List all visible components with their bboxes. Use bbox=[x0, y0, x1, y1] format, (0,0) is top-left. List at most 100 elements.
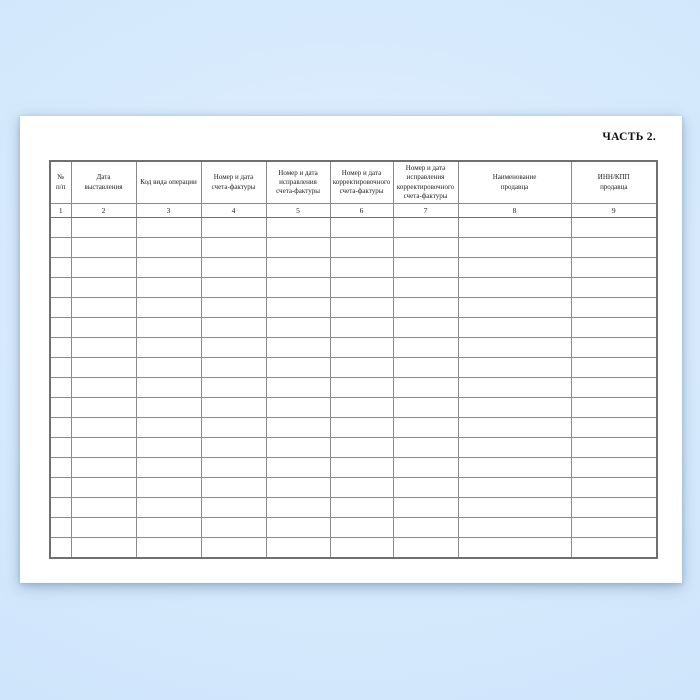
table-cell-empty bbox=[265, 377, 331, 398]
table-cell-empty bbox=[200, 397, 267, 418]
table-cell-empty bbox=[135, 297, 202, 318]
table-cell-empty bbox=[135, 497, 202, 518]
page-title: ЧАСТЬ 2. bbox=[602, 131, 656, 143]
table-cell-empty bbox=[329, 277, 394, 298]
table-cell-empty bbox=[49, 297, 72, 318]
table-row bbox=[49, 437, 658, 458]
table-cell-empty bbox=[135, 457, 202, 478]
table-cell-empty bbox=[329, 397, 394, 418]
table-cell-empty bbox=[265, 357, 331, 378]
table-cell-empty bbox=[200, 297, 267, 318]
table-cell-empty bbox=[70, 417, 137, 438]
table-cell-empty bbox=[265, 457, 331, 478]
column-header-adjustment-invoice: Номер и дата корректировочного счета-фак… bbox=[329, 160, 394, 204]
table-row bbox=[49, 517, 658, 538]
table-cell-empty bbox=[49, 217, 72, 238]
table-cell-empty bbox=[135, 477, 202, 498]
table-cell-empty bbox=[329, 337, 394, 358]
table-cell-empty bbox=[70, 257, 137, 278]
table-cell-empty bbox=[457, 417, 572, 438]
table-cell-empty bbox=[570, 297, 658, 318]
table-cell-empty bbox=[570, 317, 658, 338]
column-number: 5 bbox=[265, 203, 331, 218]
table-cell-empty bbox=[135, 397, 202, 418]
table-cell-empty bbox=[457, 477, 572, 498]
table-row bbox=[49, 257, 658, 278]
table-row bbox=[49, 317, 658, 338]
table-cell-empty bbox=[70, 297, 137, 318]
table-cell-empty bbox=[265, 497, 331, 518]
table-cell-empty bbox=[200, 417, 267, 438]
table-cell-empty bbox=[329, 537, 394, 558]
table-cell-empty bbox=[457, 517, 572, 538]
table-row bbox=[49, 277, 658, 298]
table-row bbox=[49, 497, 658, 518]
table-cell-empty bbox=[392, 297, 459, 318]
table-cell-empty bbox=[457, 317, 572, 338]
table-cell-empty bbox=[570, 477, 658, 498]
table-cell-empty bbox=[70, 437, 137, 458]
table-cell-empty bbox=[200, 337, 267, 358]
column-header-issue-date: Дата выставления bbox=[70, 160, 137, 204]
table-cell-empty bbox=[49, 437, 72, 458]
table-cell-empty bbox=[200, 277, 267, 298]
table-cell-empty bbox=[392, 417, 459, 438]
table-cell-empty bbox=[329, 237, 394, 258]
table-cell-empty bbox=[392, 337, 459, 358]
table-cell-empty bbox=[570, 337, 658, 358]
table-cell-empty bbox=[329, 257, 394, 278]
table-cell-empty bbox=[392, 257, 459, 278]
column-header-seller-inn-kpp: ИНН/КПП продавца bbox=[570, 160, 658, 204]
table-cell-empty bbox=[70, 517, 137, 538]
table-cell-empty bbox=[49, 257, 72, 278]
table-cell-empty bbox=[392, 537, 459, 558]
table-cell-empty bbox=[49, 357, 72, 378]
table-cell-empty bbox=[265, 397, 331, 418]
table-cell-empty bbox=[70, 377, 137, 398]
table-cell-empty bbox=[70, 217, 137, 238]
table-cell-empty bbox=[329, 417, 394, 438]
table-cell-empty bbox=[570, 437, 658, 458]
table-cell-empty bbox=[49, 337, 72, 358]
table-row bbox=[49, 417, 658, 438]
table-cell-empty bbox=[200, 537, 267, 558]
table-cell-empty bbox=[135, 357, 202, 378]
table-cell-empty bbox=[135, 517, 202, 538]
table-cell-empty bbox=[70, 457, 137, 478]
table-cell-empty bbox=[570, 217, 658, 238]
table-cell-empty bbox=[570, 537, 658, 558]
table-cell-empty bbox=[49, 457, 72, 478]
column-number: 7 bbox=[392, 203, 459, 218]
column-header-seller-name: Наименование продавца bbox=[457, 160, 572, 204]
table-cell-empty bbox=[570, 237, 658, 258]
table-cell-empty bbox=[200, 437, 267, 458]
table-cell-empty bbox=[329, 317, 394, 338]
table-cell-empty bbox=[457, 397, 572, 418]
table-cell-empty bbox=[392, 457, 459, 478]
table-cell-empty bbox=[457, 537, 572, 558]
table-cell-empty bbox=[457, 277, 572, 298]
table-cell-empty bbox=[457, 437, 572, 458]
table-cell-empty bbox=[200, 217, 267, 238]
table-cell-empty bbox=[265, 257, 331, 278]
table-cell-empty bbox=[570, 397, 658, 418]
table-cell-empty bbox=[392, 357, 459, 378]
table-cell-empty bbox=[49, 477, 72, 498]
column-number: 6 bbox=[329, 203, 394, 218]
column-header-row-number: № п/п bbox=[49, 160, 72, 204]
table-cell-empty bbox=[200, 477, 267, 498]
form-page: ЧАСТЬ 2. № п/п Дата выставления Код вида… bbox=[20, 116, 682, 583]
table-cell-empty bbox=[265, 337, 331, 358]
table-cell-empty bbox=[392, 237, 459, 258]
table-cell-empty bbox=[570, 517, 658, 538]
table-header-row: № п/п Дата выставления Код вида операции… bbox=[49, 160, 658, 204]
table-cell-empty bbox=[49, 517, 72, 538]
table-cell-empty bbox=[70, 237, 137, 258]
table-cell-empty bbox=[570, 497, 658, 518]
table-cell-empty bbox=[265, 277, 331, 298]
table-cell-empty bbox=[392, 437, 459, 458]
table-row bbox=[49, 357, 658, 378]
table-row bbox=[49, 297, 658, 318]
table-cell-empty bbox=[70, 277, 137, 298]
